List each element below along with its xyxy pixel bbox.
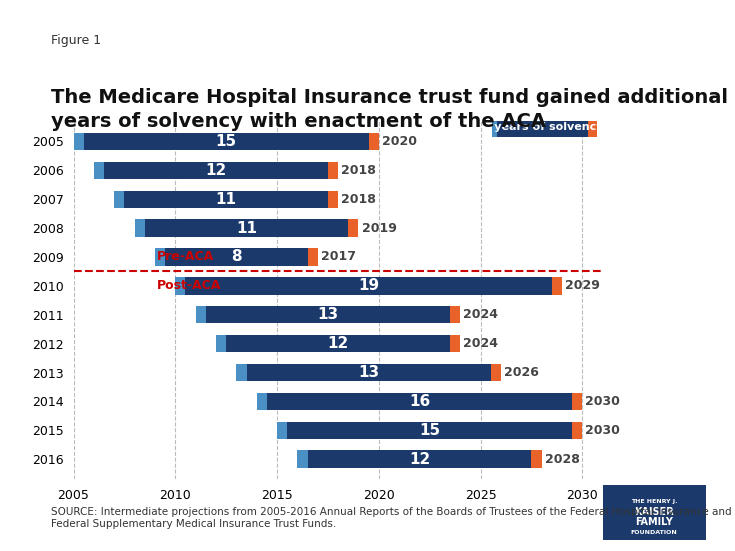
Text: The Medicare Hospital Insurance trust fund gained additional
years of solvency w: The Medicare Hospital Insurance trust fu… xyxy=(51,88,728,131)
Text: 11: 11 xyxy=(215,192,237,207)
Text: 12: 12 xyxy=(205,163,226,178)
Bar xyxy=(491,364,501,381)
Bar xyxy=(124,191,328,208)
Bar xyxy=(450,335,460,352)
Bar xyxy=(74,133,84,150)
Bar xyxy=(531,451,542,468)
Text: 16: 16 xyxy=(409,394,430,409)
Bar xyxy=(206,306,450,323)
Bar xyxy=(552,277,562,295)
Bar xyxy=(450,306,460,323)
Text: 2017: 2017 xyxy=(320,251,356,263)
Text: 13: 13 xyxy=(318,307,339,322)
Text: Figure 1: Figure 1 xyxy=(51,34,101,47)
Text: 2026: 2026 xyxy=(504,366,539,379)
Bar xyxy=(175,277,185,295)
Bar xyxy=(216,335,226,352)
Bar xyxy=(84,133,369,150)
Bar xyxy=(572,393,582,410)
Text: 11: 11 xyxy=(236,220,257,236)
Bar xyxy=(226,335,450,352)
Text: # years of solvency: # years of solvency xyxy=(481,122,604,132)
Bar xyxy=(237,364,246,381)
Bar xyxy=(165,249,307,266)
Bar xyxy=(307,451,531,468)
Bar xyxy=(589,117,597,137)
Text: SOURCE: Intermediate projections from 2005-2016 Annual Reports of the Boards of : SOURCE: Intermediate projections from 20… xyxy=(51,507,732,529)
Text: 19: 19 xyxy=(358,278,379,293)
Bar xyxy=(348,219,359,237)
Text: 15: 15 xyxy=(419,423,440,437)
Text: 12: 12 xyxy=(328,336,348,351)
Bar xyxy=(196,306,206,323)
Bar xyxy=(287,422,572,439)
Bar xyxy=(94,161,104,179)
Bar xyxy=(257,393,267,410)
Bar xyxy=(246,364,491,381)
Text: 2020: 2020 xyxy=(382,135,417,148)
Text: 2030: 2030 xyxy=(585,424,620,437)
Bar xyxy=(492,117,497,137)
Bar xyxy=(369,133,379,150)
Text: 2024: 2024 xyxy=(463,337,498,350)
Bar xyxy=(307,249,318,266)
Text: 2029: 2029 xyxy=(565,279,600,293)
Text: 2028: 2028 xyxy=(545,453,580,466)
Bar xyxy=(267,393,572,410)
Bar xyxy=(135,219,145,237)
Bar xyxy=(328,161,338,179)
Text: THE HENRY J.: THE HENRY J. xyxy=(631,499,678,504)
Text: FOUNDATION: FOUNDATION xyxy=(631,530,678,535)
Text: 2018: 2018 xyxy=(341,193,376,206)
Bar xyxy=(104,161,328,179)
Text: 15: 15 xyxy=(215,134,237,149)
Bar xyxy=(155,249,165,266)
Bar xyxy=(328,191,338,208)
Bar xyxy=(185,277,552,295)
Bar xyxy=(298,451,307,468)
Text: 2018: 2018 xyxy=(341,164,376,177)
Text: 12: 12 xyxy=(409,452,430,467)
Text: 13: 13 xyxy=(358,365,379,380)
Text: 8: 8 xyxy=(231,250,242,264)
Text: 2024: 2024 xyxy=(463,308,498,321)
Text: FAMILY: FAMILY xyxy=(635,517,673,527)
Bar xyxy=(572,422,582,439)
Text: Pre-ACA: Pre-ACA xyxy=(157,251,214,263)
Text: 2019: 2019 xyxy=(362,222,396,235)
Text: 2030: 2030 xyxy=(585,395,620,408)
Bar xyxy=(145,219,348,237)
Text: Post-ACA: Post-ACA xyxy=(157,279,221,293)
Bar xyxy=(277,422,287,439)
Bar xyxy=(497,117,589,137)
Bar xyxy=(114,191,124,208)
Text: KAISER: KAISER xyxy=(634,507,674,517)
